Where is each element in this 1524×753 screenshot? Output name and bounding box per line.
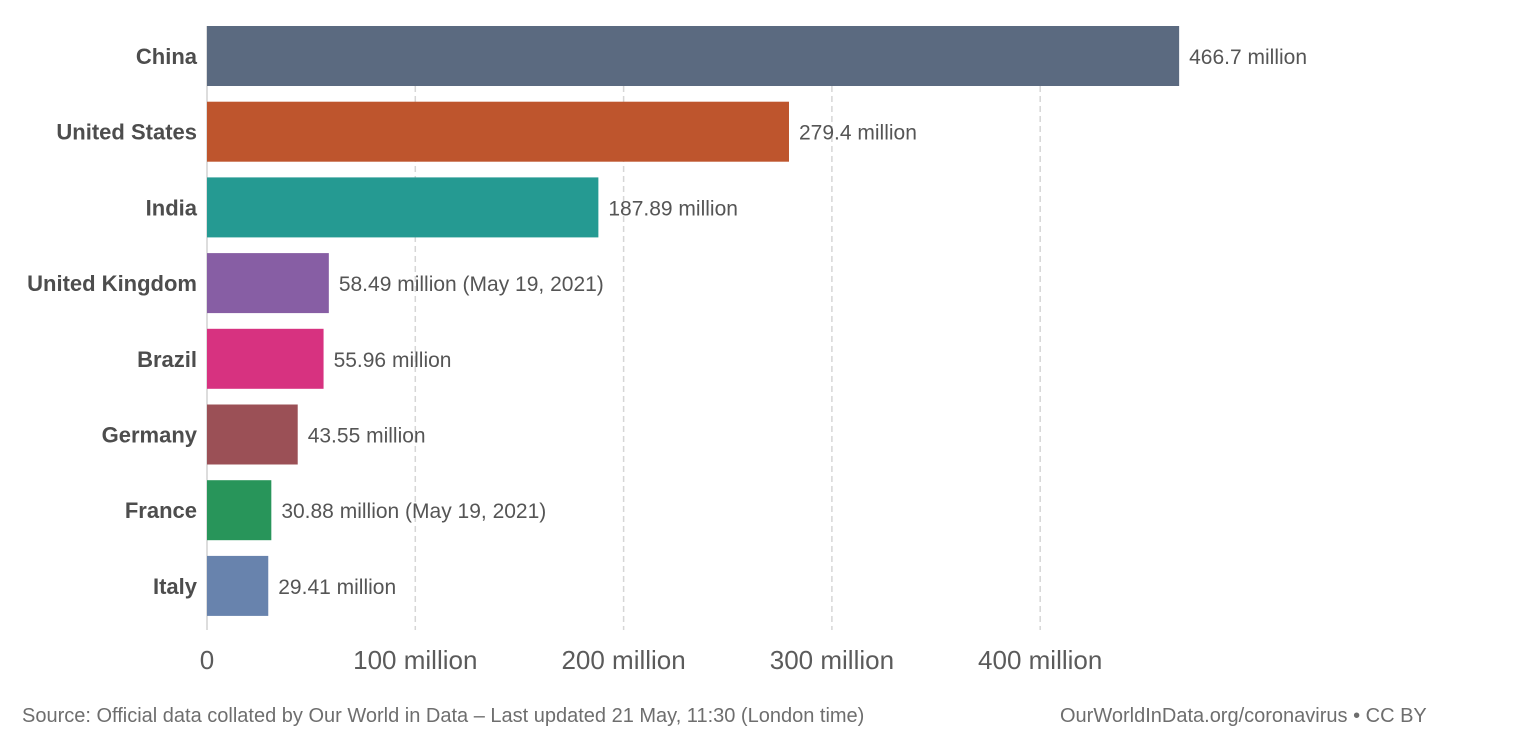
x-tick-label: 300 million	[770, 645, 894, 675]
bar-brazil	[207, 328, 324, 389]
bar-france	[207, 480, 272, 541]
x-tick-label: 200 million	[561, 645, 685, 675]
value-label: 55.96 million	[334, 349, 452, 372]
category-label: United Kingdom	[27, 271, 197, 296]
bar-india	[207, 177, 599, 238]
bar-italy	[207, 555, 269, 616]
bar-china	[207, 26, 1180, 86]
category-label: France	[125, 498, 197, 523]
value-label: 466.7 million	[1189, 46, 1307, 69]
source-note: Source: Official data collated by Our Wo…	[22, 705, 865, 727]
category-label: China	[136, 44, 198, 69]
category-label: Italy	[153, 574, 198, 599]
category-label: India	[146, 195, 198, 220]
value-label: 30.88 million (May 19, 2021)	[281, 500, 546, 523]
category-label: Germany	[102, 423, 198, 448]
x-tick-label: 100 million	[353, 645, 477, 675]
bar-chart: 0 100 million 200 million 300 million 400 mi…	[27, 26, 1307, 675]
bar-germany	[207, 404, 298, 465]
bar-united-kingdom	[207, 253, 329, 314]
category-label: United States	[56, 120, 197, 145]
category-label: Brazil	[137, 347, 197, 372]
bar-united-states	[207, 101, 789, 162]
value-label: 187.89 million	[608, 197, 738, 220]
x-tick-label: 0	[200, 645, 214, 675]
value-label: 43.55 million	[308, 425, 426, 448]
value-label: 58.49 million (May 19, 2021)	[339, 273, 604, 296]
credit-link[interactable]: OurWorldInData.org/coronavirus • CC BY	[1060, 705, 1427, 727]
value-label: 279.4 million	[799, 122, 917, 145]
x-tick-label: 400 million	[978, 645, 1102, 675]
value-label: 29.41 million	[278, 576, 396, 599]
